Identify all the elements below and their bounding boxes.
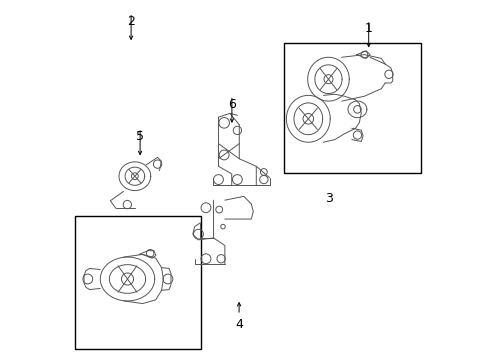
Text: 3: 3 [325,192,332,204]
Bar [284,43,420,173]
Text: 4: 4 [235,318,243,330]
Text: 5: 5 [136,130,144,143]
Text: 2: 2 [127,15,135,28]
Bar [75,216,201,349]
Text: 6: 6 [227,98,235,111]
Text: 1: 1 [364,22,372,35]
